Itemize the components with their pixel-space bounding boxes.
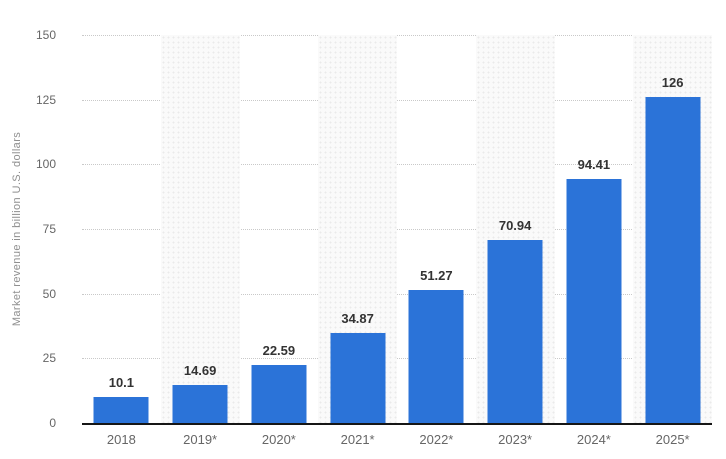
y-tick-125: 125 (35, 92, 56, 107)
x-tick-2020: 2020* (261, 432, 296, 447)
value-label-2019: 14.69 (183, 363, 217, 379)
x-tick-2025: 2025* (655, 432, 690, 447)
y-tick-0: 0 (49, 416, 56, 430)
category-column-2018: 10.1 (82, 35, 161, 423)
value-label-2024: 94.41 (577, 156, 611, 172)
bar-2018[interactable] (93, 396, 149, 423)
bar-2024[interactable] (566, 178, 622, 423)
category-column-2019: 14.69 (160, 35, 240, 423)
y-tick-100: 100 (35, 157, 56, 172)
value-label-2023: 70.94 (498, 217, 532, 233)
bar-2019[interactable] (172, 385, 228, 423)
x-tick-2019: 2019* (183, 432, 218, 447)
category-column-2022: 51.27 (397, 35, 476, 423)
x-tick-2021: 2021* (340, 432, 375, 447)
y-tick-75: 75 (42, 222, 56, 236)
bar-2020[interactable] (251, 364, 307, 423)
y-tick-50: 50 (42, 286, 56, 301)
x-tick-2022: 2022* (419, 432, 454, 447)
bar-2023[interactable] (487, 239, 543, 423)
category-column-2020: 22.59 (240, 35, 319, 423)
bar-2021[interactable] (330, 332, 386, 423)
y-tick-25: 25 (42, 351, 56, 366)
value-label-2022: 51.27 (420, 268, 453, 284)
x-tick-2023: 2023* (498, 432, 533, 447)
bar-2022[interactable] (408, 290, 464, 423)
value-label-2025: 126 (661, 75, 684, 91)
value-label-2018: 10.1 (108, 374, 135, 390)
category-column-2021: 34.87 (318, 35, 397, 423)
x-axis-tick-labels: 2018 2019* 2020* 2021* 2022* 2023* 2024* 2025* (82, 432, 712, 452)
y-axis-tick-labels: 150 125 100 75 50 25 0 (0, 28, 70, 430)
category-column-2024: 94.41 (555, 35, 634, 423)
value-label-2021: 34.87 (341, 310, 374, 326)
bar-2025[interactable] (645, 97, 701, 423)
category-column-2023: 70.94 (475, 35, 555, 423)
x-tick-2024: 2024* (576, 432, 611, 447)
y-tick-150: 150 (35, 28, 56, 42)
x-tick-2018: 2018 (106, 432, 136, 447)
category-column-2025: 126 (633, 35, 712, 423)
plot-area: 10.1 14.69 22.59 34.87 51.27 70.94 94.41 126 (82, 35, 712, 425)
value-label-2020: 22.59 (262, 342, 296, 358)
